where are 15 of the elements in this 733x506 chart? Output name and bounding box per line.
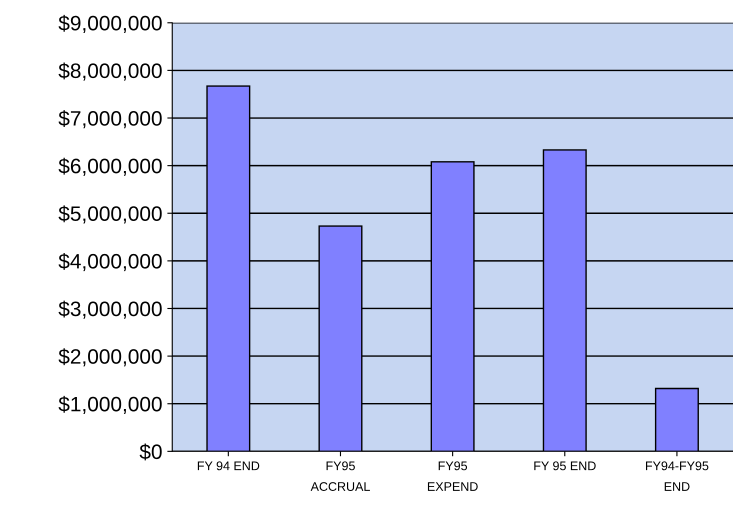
- y-tick-label: $1,000,000: [58, 396, 162, 414]
- x-tick-label: FY 95 END: [534, 461, 596, 470]
- y-tick-label: $9,000,000: [58, 14, 162, 33]
- x-tick-label: FY94-FY95 END: [646, 461, 708, 491]
- y-tick-label: $8,000,000: [58, 62, 162, 81]
- x-tick-label: FY95 EXPEND: [428, 461, 478, 491]
- y-tick-label: $4,000,000: [58, 252, 162, 272]
- x-tick-label: FY95 ACCRUAL: [310, 461, 370, 491]
- y-tick-label: $2,000,000: [58, 348, 162, 366]
- y-tick-label: $7,000,000: [58, 110, 162, 128]
- y-tick-label: $0: [140, 443, 162, 460]
- y-tick-label: $3,000,000: [58, 300, 162, 319]
- y-tick-label: $6,000,000: [58, 158, 162, 176]
- x-tick-label: FY 94 END: [198, 461, 260, 470]
- y-tick-label: $5,000,000: [58, 205, 162, 224]
